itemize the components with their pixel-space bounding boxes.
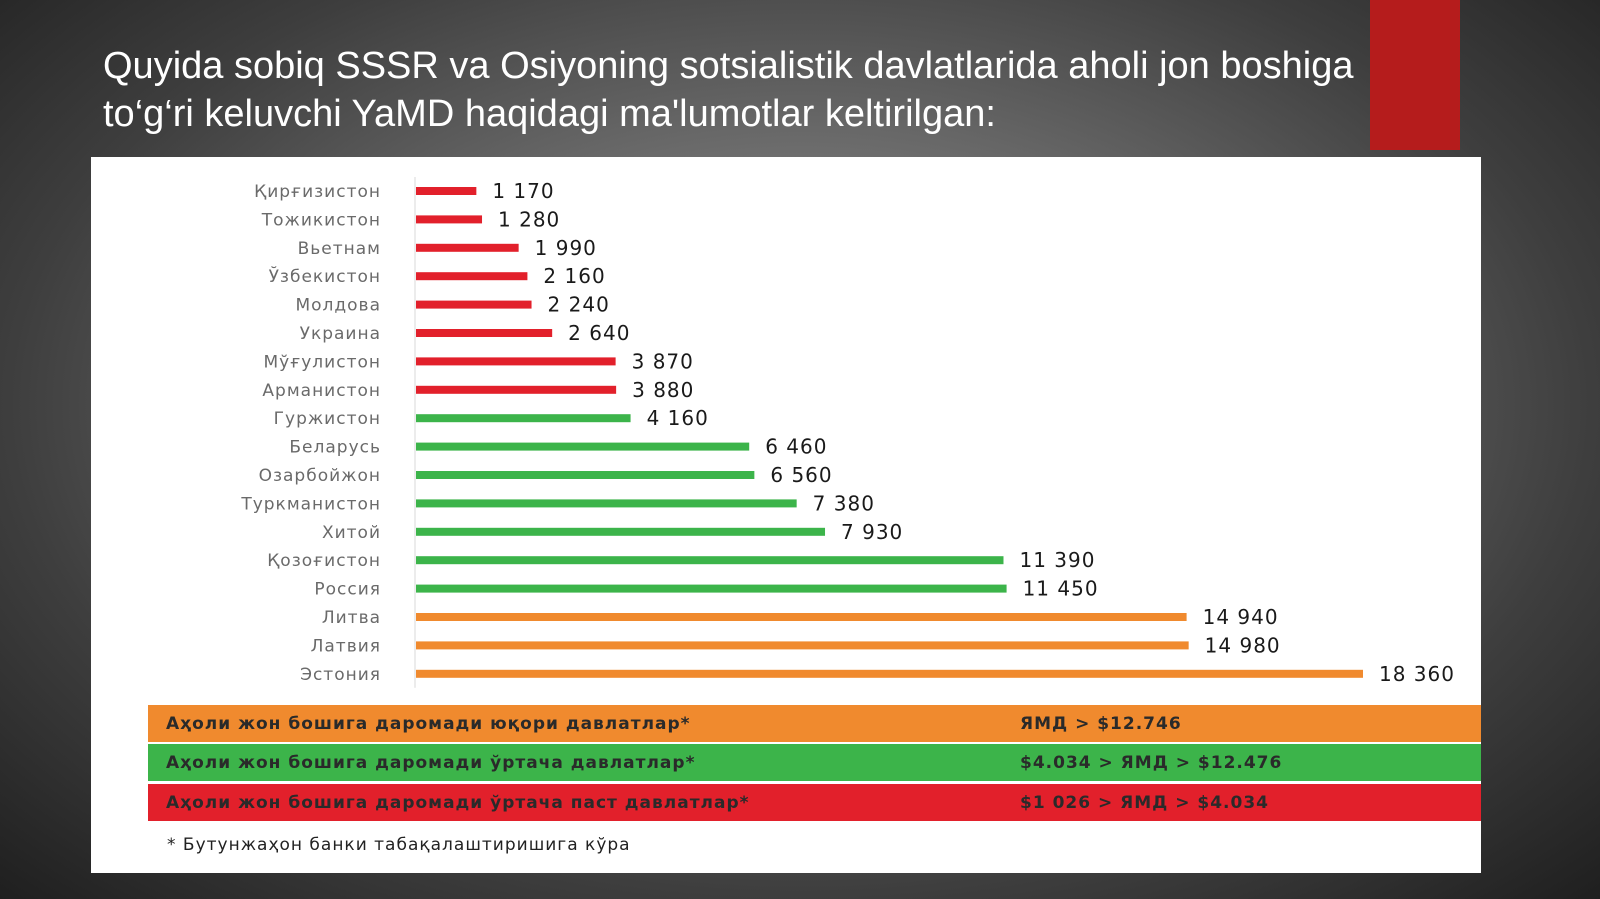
value-label: 14 980 bbox=[1205, 633, 1281, 657]
value-label: 11 390 bbox=[1019, 548, 1095, 572]
footnote: * Бутунжаҳон банки табақалаштиришига кўр… bbox=[167, 835, 631, 855]
value-label: 2 640 bbox=[568, 321, 630, 345]
value-label: 3 880 bbox=[632, 378, 694, 402]
bar bbox=[416, 613, 1187, 621]
value-label: 14 940 bbox=[1203, 605, 1279, 629]
category-label: Эстония bbox=[300, 665, 381, 685]
value-label: 6 560 bbox=[770, 463, 832, 487]
category-label: Туркманистон bbox=[240, 494, 381, 514]
bar bbox=[416, 584, 1007, 593]
value-label: 3 870 bbox=[632, 349, 694, 373]
legend-row-low: Аҳоли жон бошига даромади ўртача паст да… bbox=[148, 784, 1481, 821]
category-label: Украина bbox=[300, 324, 381, 344]
legend-label-low: Аҳоли жон бошига даромади ўртача паст да… bbox=[166, 793, 750, 813]
bar bbox=[416, 187, 477, 195]
legend-row-high: Аҳоли жон бошига даромади юқори давлатла… bbox=[148, 705, 1481, 742]
value-label: 6 460 bbox=[765, 435, 827, 459]
bar bbox=[416, 215, 483, 224]
value-label: 7 380 bbox=[813, 491, 875, 515]
bar bbox=[416, 300, 532, 309]
category-label: Гуржистон bbox=[274, 409, 381, 429]
bar-chart: Қирғизистон 1 170 Тожикистон 1 280 Вьетнам 1 … bbox=[240, 177, 1455, 688]
category-label: Ўзбекистон bbox=[269, 265, 381, 287]
bar bbox=[416, 385, 617, 394]
slide-title: Quyida sobiq SSSR va Osiyoning sotsialis… bbox=[103, 45, 1354, 135]
bar bbox=[416, 641, 1189, 650]
bar bbox=[416, 414, 631, 423]
category-label: Литва bbox=[322, 608, 381, 628]
value-label: 1 170 bbox=[492, 179, 554, 203]
legend-row-mid: Аҳоли жон бошига даромади ўртача давлатл… bbox=[148, 744, 1481, 781]
value-label: 4 160 bbox=[647, 406, 709, 430]
legend-label-high: Аҳоли жон бошига даромади юқори давлатла… bbox=[166, 714, 691, 734]
category-label: Беларусь bbox=[289, 438, 381, 458]
bar bbox=[416, 499, 797, 508]
bar bbox=[416, 243, 519, 252]
legend-label-mid: Аҳоли жон бошига даромади ўртача давлатл… bbox=[166, 753, 696, 773]
category-label: Мўғулистон bbox=[263, 352, 381, 372]
category-label: Молдова bbox=[295, 296, 381, 316]
value-label: 2 240 bbox=[548, 293, 610, 317]
legend-range-high: ЯМД > $12.746 bbox=[1020, 714, 1182, 734]
bar bbox=[416, 272, 528, 281]
value-label: 2 160 bbox=[543, 264, 605, 288]
category-label: Вьетнам bbox=[298, 239, 381, 259]
category-label: Тожикистон bbox=[261, 210, 381, 230]
value-label: 18 360 bbox=[1379, 662, 1455, 686]
bar bbox=[416, 556, 1004, 565]
bar bbox=[416, 357, 616, 366]
category-label: Хитой bbox=[322, 523, 381, 543]
accent-tab bbox=[1370, 0, 1460, 150]
chart-panel: Қирғизистон 1 170 Тожикистон 1 280 Вьетнам 1 … bbox=[91, 157, 1481, 873]
bar bbox=[416, 471, 755, 479]
category-label: Озарбойжон bbox=[259, 466, 381, 486]
value-label: 1 280 bbox=[498, 207, 560, 231]
category-label: Қозоғистон bbox=[267, 551, 381, 571]
category-label: Латвия bbox=[311, 636, 381, 656]
category-label: Россия bbox=[314, 580, 381, 600]
value-label: 1 990 bbox=[535, 236, 597, 260]
bar bbox=[416, 442, 750, 451]
category-label: Арманистон bbox=[262, 381, 381, 401]
legend-range-low: $1 026 > ЯМД > $4.034 bbox=[1020, 793, 1269, 813]
bar bbox=[416, 669, 1363, 678]
bar bbox=[416, 527, 826, 536]
value-label: 7 930 bbox=[841, 520, 903, 544]
legend-range-mid: $4.034 > ЯМД > $12.476 bbox=[1020, 753, 1283, 773]
value-label: 11 450 bbox=[1023, 577, 1099, 601]
category-label: Қирғизистон bbox=[254, 182, 381, 202]
bar bbox=[416, 329, 553, 337]
